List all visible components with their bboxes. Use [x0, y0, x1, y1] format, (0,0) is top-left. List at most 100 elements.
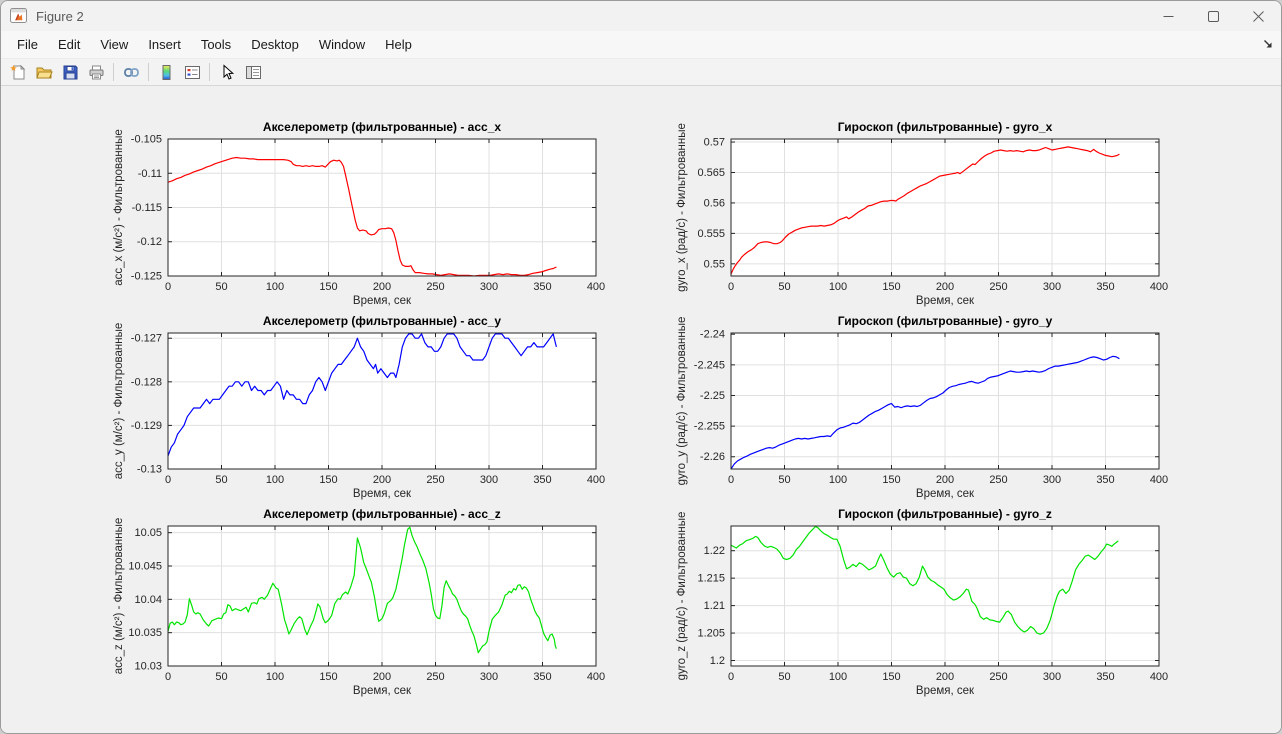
svg-text:acc_z (м/с²) - Фильтрованные: acc_z (м/с²) - Фильтрованные	[113, 518, 125, 675]
svg-text:250: 250	[426, 281, 444, 293]
svg-text:400: 400	[587, 281, 605, 293]
svg-text:0.555: 0.555	[697, 228, 725, 240]
subplot-gyro-z: 0 50 100 150 200 250 300 350 400 1.22 1.215 1.21 1.2…	[676, 507, 1168, 697]
svg-text:0.565: 0.565	[697, 167, 725, 179]
svg-text:0: 0	[728, 474, 734, 486]
svg-text:100: 100	[266, 671, 284, 683]
toolbar-separator	[209, 63, 210, 81]
svg-text:-0.125: -0.125	[131, 271, 162, 283]
svg-text:50: 50	[215, 281, 227, 293]
menu-tools[interactable]: Tools	[200, 37, 232, 52]
svg-text:-2.25: -2.25	[700, 390, 725, 402]
svg-text:Время, сек: Время, сек	[916, 488, 975, 500]
svg-text:0: 0	[165, 281, 171, 293]
insert-colorbar-icon	[162, 64, 170, 80]
menu-help[interactable]: Help	[385, 37, 412, 52]
svg-text:gyro_z (рад/с) - Фильтрованные: gyro_z (рад/с) - Фильтрованные	[676, 512, 688, 681]
svg-text:300: 300	[1043, 671, 1061, 683]
svg-text:0.57: 0.57	[704, 137, 725, 149]
svg-text:Время, сек: Время, сек	[916, 685, 975, 697]
svg-text:-0.115: -0.115	[132, 202, 162, 214]
svg-text:50: 50	[778, 671, 790, 683]
svg-text:250: 250	[989, 671, 1007, 683]
svg-text:300: 300	[1043, 281, 1061, 293]
svg-text:1.205: 1.205	[697, 628, 725, 640]
svg-text:0: 0	[728, 671, 734, 683]
svg-text:200: 200	[936, 281, 954, 293]
edit-plot-pointer-icon	[223, 63, 234, 80]
svg-text:-0.127: -0.127	[131, 333, 162, 345]
open-file-button[interactable]	[32, 61, 56, 83]
svg-text:300: 300	[480, 281, 498, 293]
edit-plot-pointer-button[interactable]	[215, 61, 239, 83]
subplot-acc-x: 0 50 100 150 200 250 300 350 400 -0.105 -0.11 -0.11…	[113, 120, 605, 307]
new-figure-button[interactable]	[6, 61, 30, 83]
svg-text:400: 400	[587, 671, 605, 683]
menu-edit[interactable]: Edit	[57, 37, 81, 52]
svg-text:50: 50	[778, 474, 790, 486]
svg-text:-2.26: -2.26	[700, 451, 725, 463]
svg-text:200: 200	[373, 281, 391, 293]
matlab-figure-icon	[10, 8, 28, 24]
svg-text:200: 200	[373, 671, 391, 683]
svg-text:-0.105: -0.105	[131, 134, 162, 146]
svg-text:250: 250	[426, 474, 444, 486]
save-figure-button[interactable]	[58, 61, 82, 83]
svg-text:250: 250	[426, 671, 444, 683]
svg-text:350: 350	[1096, 281, 1114, 293]
menu-insert[interactable]: Insert	[148, 37, 181, 52]
menu-desktop[interactable]: Desktop	[251, 37, 299, 52]
svg-text:400: 400	[1150, 671, 1168, 683]
menu-view[interactable]: View	[100, 37, 129, 52]
open-file-icon	[35, 67, 53, 78]
svg-text:0: 0	[165, 474, 171, 486]
svg-text:-2.245: -2.245	[694, 359, 725, 371]
property-editor-button[interactable]	[241, 61, 265, 83]
insert-legend-button[interactable]	[180, 61, 204, 83]
svg-text:Гироскоп (фильтрованные) - gyr: Гироскоп (фильтрованные) - gyro_y	[838, 314, 1053, 328]
svg-text:gyro_y (рад/с) - Фильтрованные: gyro_y (рад/с) - Фильтрованные	[676, 317, 688, 486]
menu-window[interactable]: Window	[318, 37, 366, 52]
svg-text:250: 250	[989, 281, 1007, 293]
svg-text:350: 350	[533, 671, 551, 683]
svg-text:150: 150	[882, 474, 900, 486]
svg-text:acc_y (м/с²) - Фильтрованные: acc_y (м/с²) - Фильтрованные	[113, 323, 125, 480]
svg-text:10.035: 10.035	[128, 627, 162, 639]
svg-text:350: 350	[533, 474, 551, 486]
menu-file[interactable]: File	[17, 37, 38, 52]
link-plot-button[interactable]	[119, 61, 143, 83]
print-figure-button[interactable]	[84, 61, 108, 83]
svg-text:-0.129: -0.129	[131, 420, 162, 432]
menu-bar: File Edit View Insert Tools Desktop Wind…	[1, 31, 1281, 59]
svg-text:300: 300	[480, 671, 498, 683]
svg-text:100: 100	[829, 671, 847, 683]
subplot-acc-z: 0 50 100 150 200 250 300 350 400 10.05 10.045 10.04…	[113, 507, 605, 697]
svg-text:10.045: 10.045	[128, 561, 162, 573]
maximize-icon[interactable]	[1191, 1, 1236, 31]
svg-text:350: 350	[1096, 671, 1114, 683]
svg-text:50: 50	[215, 671, 227, 683]
property-editor-icon	[245, 65, 261, 79]
svg-text:Время, сек: Время, сек	[916, 295, 975, 307]
svg-text:-0.128: -0.128	[131, 376, 162, 388]
toolbar-separator	[113, 63, 114, 81]
dock-figure-icon[interactable]	[1260, 36, 1276, 52]
save-figure-icon	[63, 65, 77, 79]
insert-colorbar-button[interactable]	[154, 61, 178, 83]
close-icon[interactable]	[1236, 1, 1281, 31]
figure-canvas: 0 50 100 150 200 250 300 350 400 -0.105 -0.11 -0.11…	[1, 86, 1281, 733]
svg-text:100: 100	[829, 474, 847, 486]
svg-text:150: 150	[319, 474, 337, 486]
svg-text:150: 150	[882, 281, 900, 293]
minimize-icon[interactable]	[1146, 1, 1191, 31]
svg-text:150: 150	[319, 671, 337, 683]
svg-text:350: 350	[1096, 474, 1114, 486]
svg-text:10.03: 10.03	[134, 661, 162, 673]
svg-text:400: 400	[587, 474, 605, 486]
svg-text:Время, сек: Время, сек	[353, 685, 412, 697]
svg-text:350: 350	[533, 281, 551, 293]
svg-text:Акселерометр (фильтрованные) -: Акселерометр (фильтрованные) - acc_x	[263, 120, 501, 134]
svg-text:400: 400	[1150, 474, 1168, 486]
svg-text:0.56: 0.56	[704, 197, 725, 209]
svg-text:gyro_x (рад/с) - Фильтрованные: gyro_x (рад/с) - Фильтрованные	[676, 123, 688, 292]
